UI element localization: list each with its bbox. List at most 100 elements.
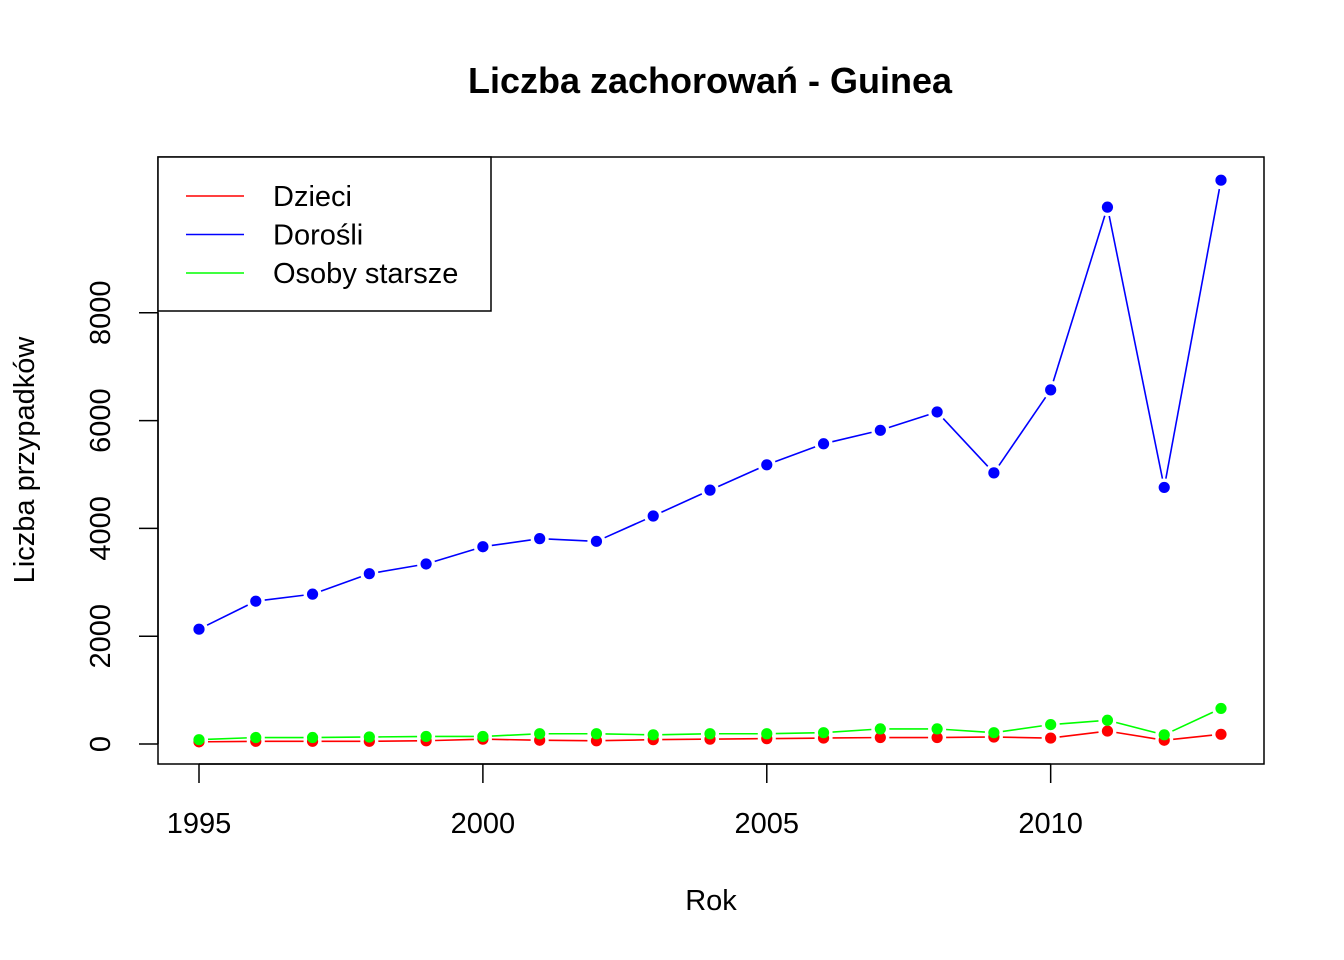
series-line-segment [998,396,1047,466]
data-point [817,438,830,450]
data-point [363,568,375,580]
data-point [1101,201,1114,213]
series-line-segment [434,548,475,563]
data-point [306,731,319,744]
series-line-segment [1173,734,1213,741]
data-point [761,728,773,740]
series-line-segment [435,738,474,742]
series-line-segment [605,739,645,742]
series-line-segment [1115,721,1156,734]
x-axis-label: Rok [685,885,737,917]
data-point [420,730,432,743]
series-line-segment [888,413,929,429]
data-point [931,406,943,418]
data-point [590,728,603,740]
data-point [704,484,716,496]
series-line-segment [548,538,588,542]
series-line-segment [1108,215,1164,479]
series-line-segment [491,738,531,741]
series-line-segment [942,418,989,467]
series-line-segment [774,446,816,463]
legend-label: Dzieci [273,181,352,213]
series-line-segment [605,733,645,736]
x-tick-label: 1995 [167,808,232,840]
data-point [874,731,886,744]
x-tick-label: 2010 [1018,808,1083,840]
data-point [1215,702,1227,715]
series-line-segment [1116,731,1156,740]
data-point [1158,729,1170,741]
series-line-segment [264,594,304,601]
series-line-segment [1059,731,1099,738]
data-point [874,723,886,735]
series-layer [193,174,1227,748]
x-tick-label: 2005 [735,808,800,840]
series-line-segment [775,732,815,735]
series-line-segment [491,733,531,737]
data-point [761,459,773,471]
legend-label: Osoby starsze [273,258,458,290]
data-point [534,533,546,545]
series-line-segment [1052,215,1106,382]
data-point [1101,714,1114,726]
data-point [931,731,943,744]
data-point [590,535,603,547]
data-point [534,728,546,740]
series-line-segment [662,733,702,736]
data-point [363,731,375,743]
y-tick-label: 2000 [85,604,117,669]
series-line-segment [206,604,249,626]
data-point [647,510,659,522]
y-tick-label: 8000 [85,281,117,346]
data-point [1045,718,1057,731]
chart-title: Liczba zachorowań - Guinea [468,60,953,101]
series-line-segment [661,493,703,513]
series-line-segment [1165,188,1221,479]
series-line-segment [832,431,872,443]
data-point [420,558,432,570]
data-point [193,734,205,746]
data-point [704,728,716,740]
series-line-segment [1059,720,1099,725]
data-point [1215,174,1227,186]
y-tick-label: 6000 [85,388,117,453]
series-1 [193,174,1227,635]
legend: Dzieci Dorośli Osoby starsze [157,156,492,312]
series-line-segment [320,575,362,592]
legend-label: Dorośli [273,220,363,252]
x-axis: 1995 2000 2005 2010 [167,763,1083,840]
data-point [250,731,262,744]
series-line-segment [1172,711,1214,732]
series-2 [193,702,1227,746]
y-axis: 0 2000 4000 6000 8000 [85,281,159,752]
series-line-segment [207,737,247,741]
data-point [477,730,489,743]
data-point [1045,384,1057,396]
series-line-segment [717,467,759,488]
y-axis-label: Liczba przypadków [9,336,41,584]
series-line-segment [1002,725,1042,733]
y-tick-label: 0 [85,736,117,752]
data-point [931,723,943,735]
x-tick-label: 2000 [451,808,516,840]
data-point [647,729,659,741]
data-point [193,623,205,635]
y-tick-label: 4000 [85,496,117,561]
data-point [817,727,830,739]
series-line-segment [946,728,985,733]
data-point [250,595,262,607]
series-line-segment [491,539,531,547]
data-point [477,541,489,553]
data-point [1101,725,1114,737]
series-line-segment [604,518,646,539]
data-point [988,467,1000,479]
data-point [1215,728,1227,740]
data-point [988,727,1000,739]
series-line-segment [378,564,418,573]
data-point [1158,481,1170,494]
data-point [874,424,886,436]
data-point [306,588,319,600]
data-point [1045,732,1057,744]
series-line-segment [1002,736,1042,739]
